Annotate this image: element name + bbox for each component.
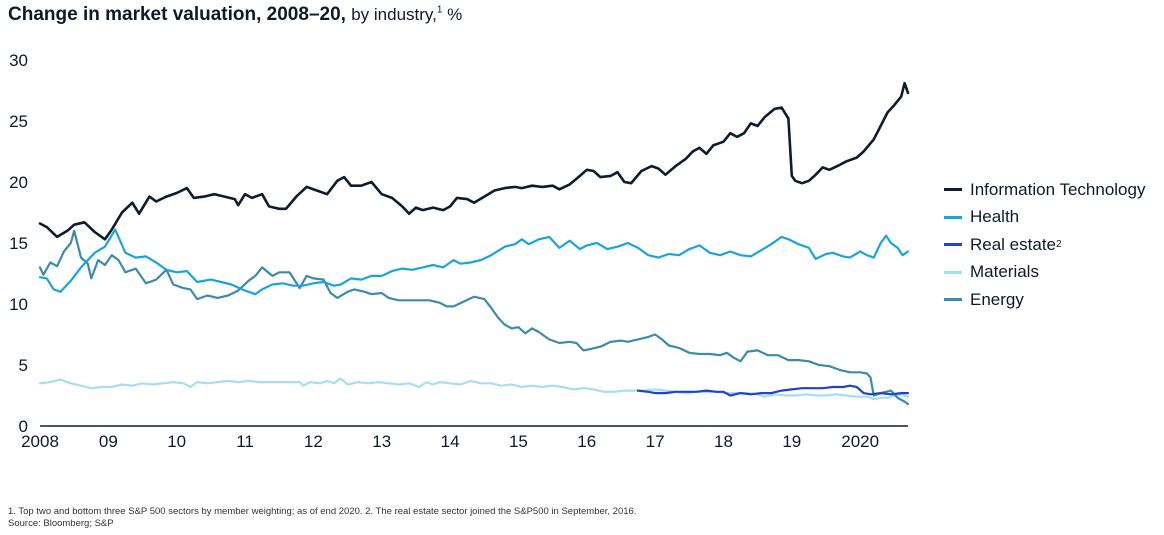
series-line-materials bbox=[38, 377, 910, 401]
x-tick-label: 2020 bbox=[841, 432, 879, 451]
x-tick-label: 09 bbox=[99, 432, 118, 451]
legend-swatch bbox=[944, 243, 962, 247]
series-line-health bbox=[38, 228, 910, 296]
x-tick-label: 10 bbox=[167, 432, 186, 451]
chart-subtitle-unit: % bbox=[442, 5, 463, 24]
legend-swatch bbox=[944, 215, 962, 219]
x-axis-ticks: 2008 09 10 11 12 13 14 15 16 17 18 19 2020 bbox=[21, 432, 879, 451]
legend-label: Real estate bbox=[970, 234, 1056, 254]
legend-swatch bbox=[944, 188, 962, 192]
legend-label: Health bbox=[970, 207, 1020, 227]
x-tick-label: 13 bbox=[372, 432, 391, 451]
x-tick-label: 15 bbox=[509, 432, 528, 451]
legend-footnote-mark: 2 bbox=[1056, 239, 1062, 251]
legend-label: Materials bbox=[970, 262, 1039, 282]
chart-title: Change in market valuation, 2008–20, by … bbox=[8, 4, 462, 26]
chart-title-main: Change in market valuation, 2008–20, bbox=[8, 4, 346, 25]
x-tick-label: 11 bbox=[236, 432, 254, 451]
footnote: 1. Top two and bottom three S&P 500 sect… bbox=[8, 506, 636, 530]
x-tick-label: 17 bbox=[646, 432, 665, 451]
series-line-real-estate bbox=[636, 384, 910, 397]
legend-swatch bbox=[944, 298, 962, 302]
legend-label: Information Technology bbox=[970, 179, 1146, 199]
source-note: Source: Bloomberg; S&P bbox=[8, 518, 114, 529]
x-tick-label: 14 bbox=[441, 432, 460, 451]
legend-label: Energy bbox=[970, 289, 1024, 309]
legend-item: Materials bbox=[944, 259, 1145, 287]
y-tick-label: 0 bbox=[19, 417, 28, 436]
y-tick-label: 5 bbox=[19, 356, 28, 375]
x-tick-label: 19 bbox=[782, 432, 801, 451]
series-line-energy bbox=[38, 229, 910, 406]
x-tick-label: 12 bbox=[304, 432, 323, 451]
y-tick-label: 30 bbox=[9, 51, 28, 70]
chart-subtitle: by industry, bbox=[351, 5, 437, 24]
y-tick-label: 10 bbox=[9, 295, 28, 314]
y-tick-label: 20 bbox=[9, 173, 28, 192]
x-tick-label: 16 bbox=[577, 432, 596, 451]
series-line-information-technology bbox=[38, 81, 910, 241]
x-tick-label: 2008 bbox=[21, 432, 59, 451]
chart-subtitle-footnote-mark: 1 bbox=[436, 4, 443, 16]
series-lines bbox=[38, 81, 910, 406]
y-tick-label: 25 bbox=[9, 112, 28, 131]
legend-item: Real estate 2 bbox=[944, 231, 1145, 259]
x-tick-label: 18 bbox=[714, 432, 733, 451]
legend-item: Energy bbox=[944, 286, 1145, 314]
footnote-line-1: 1. Top two and bottom three S&P 500 sect… bbox=[8, 506, 637, 517]
legend-item: Health bbox=[944, 204, 1145, 232]
legend-swatch bbox=[944, 270, 962, 274]
chart-legend: Information Technology Health Real estate 2… bbox=[944, 176, 1145, 314]
y-tick-label: 15 bbox=[9, 234, 28, 253]
y-axis-ticks: 0 5 10 15 20 25 30 bbox=[9, 51, 28, 436]
legend-item: Information Technology bbox=[944, 176, 1145, 204]
